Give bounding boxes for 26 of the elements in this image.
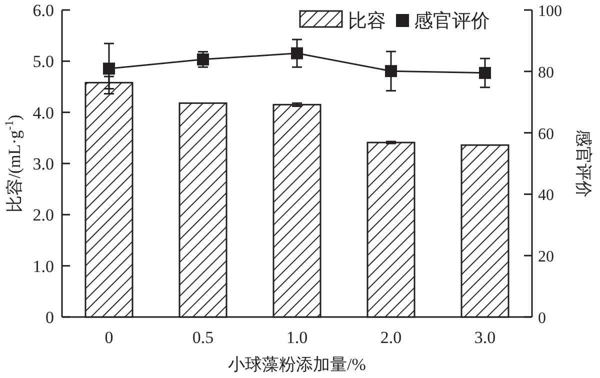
x-tick-label: 0.5	[192, 328, 214, 347]
y2-tick-label: 40	[538, 187, 554, 204]
x-tick-label: 1.0	[286, 328, 308, 347]
x-tick-label: 0	[104, 328, 114, 347]
legend-label: 比容	[348, 10, 386, 32]
legend-label: 感官评价	[414, 10, 490, 32]
point	[291, 47, 303, 60]
y-tick-label: 4.0	[32, 103, 54, 122]
y-tick-label: 0	[46, 308, 54, 327]
y-tick-label: 3.0	[32, 154, 54, 174]
y-tick-label: 6.0	[32, 1, 54, 20]
point	[103, 62, 115, 75]
x-axis-title: 小球藻粉添加量/%	[228, 355, 366, 374]
y2-tick-label: 0	[538, 310, 546, 327]
y2-axis-title: 感官评价	[574, 130, 593, 198]
point	[479, 66, 491, 79]
x-tick-label: 2.0	[380, 328, 402, 347]
y-tick-label: 5.0	[32, 52, 54, 72]
y-tick-label: 1.0	[32, 256, 54, 276]
y-tick-label: 2.0	[32, 206, 54, 225]
point	[385, 65, 397, 78]
y2-tick-label: 20	[538, 248, 554, 266]
y2-tick-label: 80	[538, 64, 554, 82]
x-tick-label: 3.0	[474, 328, 496, 347]
y2-tick-label: 60	[538, 126, 554, 143]
y2-tick-label: 100	[538, 3, 562, 20]
